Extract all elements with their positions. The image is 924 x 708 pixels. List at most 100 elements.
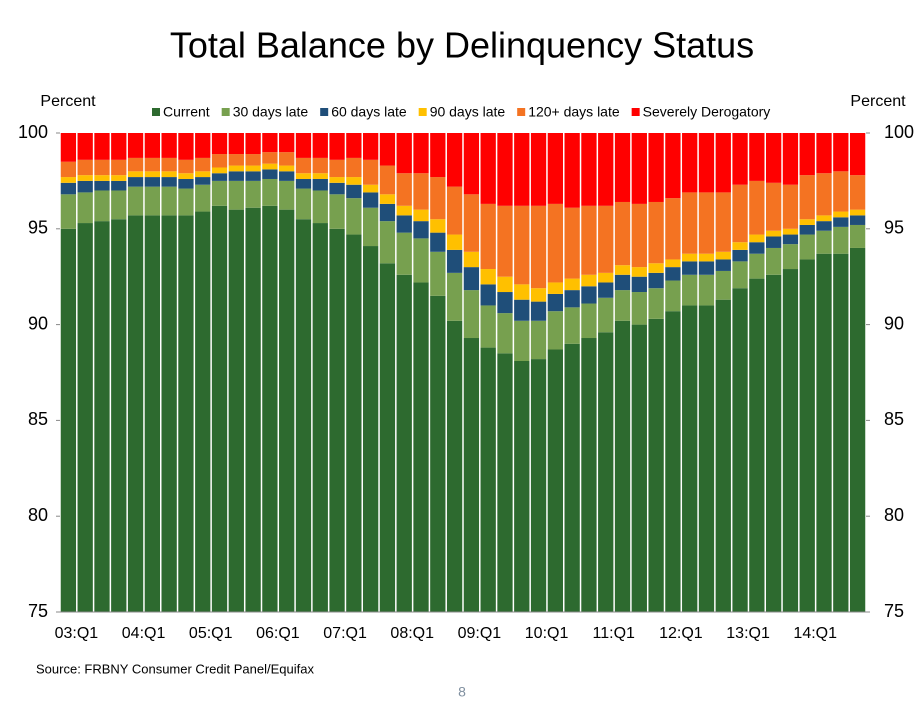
legend-label: 90 days late bbox=[430, 104, 506, 120]
bar-segment bbox=[581, 303, 597, 339]
bar-segment bbox=[413, 209, 429, 222]
bar-segment bbox=[363, 192, 379, 208]
bar-segment bbox=[262, 178, 278, 206]
bar-segment bbox=[379, 133, 396, 166]
y-tick-label: 100 bbox=[18, 122, 48, 142]
x-tick-label: 10:Q1 bbox=[525, 625, 569, 642]
bar-segment bbox=[195, 184, 211, 212]
bar-segment bbox=[127, 133, 144, 158]
bar-segment bbox=[127, 177, 144, 187]
bar-segment bbox=[799, 175, 815, 220]
bar-segment bbox=[799, 224, 815, 235]
bar-segment bbox=[396, 215, 412, 233]
y2-tick-label: 90 bbox=[884, 313, 904, 333]
bar-segment bbox=[77, 175, 93, 181]
bar-segment bbox=[698, 261, 715, 275]
bar-segment bbox=[379, 194, 396, 204]
bar-segment bbox=[463, 290, 480, 339]
bar-segment bbox=[648, 318, 664, 612]
y2-tick-label: 75 bbox=[884, 601, 904, 621]
bar-segment bbox=[77, 192, 93, 224]
bar-segment bbox=[799, 234, 815, 260]
bar-segment bbox=[833, 226, 849, 254]
bar-segment bbox=[614, 290, 631, 321]
bar-segment bbox=[77, 223, 93, 612]
bar-segment bbox=[94, 175, 110, 181]
bar-segment bbox=[312, 133, 328, 158]
bar-segment bbox=[682, 133, 698, 193]
bar-segment bbox=[60, 161, 77, 178]
bar-segment bbox=[463, 194, 480, 252]
bar-segment bbox=[211, 154, 228, 168]
bar-segment bbox=[581, 338, 597, 612]
bar-segment bbox=[463, 251, 480, 268]
bar-segment bbox=[262, 133, 278, 153]
bar-segment bbox=[312, 223, 328, 612]
bar-segment bbox=[446, 133, 463, 187]
bar-segment bbox=[228, 180, 244, 210]
bar-segment bbox=[749, 242, 765, 254]
bar-segment bbox=[430, 251, 446, 296]
bar-segment bbox=[530, 359, 547, 612]
bar-segment bbox=[480, 133, 496, 204]
bar-segment bbox=[161, 186, 177, 216]
bar-segment bbox=[581, 274, 597, 287]
bar-segment bbox=[295, 133, 312, 158]
bar-segment bbox=[329, 177, 345, 183]
bar-segment bbox=[833, 171, 849, 212]
bar-segment bbox=[480, 284, 496, 306]
bar-segment bbox=[782, 234, 799, 245]
bar-segment bbox=[279, 133, 295, 153]
bar-segment bbox=[816, 221, 832, 231]
bar-segment bbox=[446, 272, 463, 321]
bar-segment bbox=[228, 133, 244, 155]
bar-segment bbox=[144, 133, 160, 158]
bar-segment bbox=[514, 320, 530, 362]
bar-segment bbox=[715, 251, 731, 260]
bar-segment bbox=[715, 299, 731, 612]
bar-segment bbox=[245, 133, 261, 155]
bar-segment bbox=[312, 173, 328, 179]
bar-segment bbox=[94, 180, 110, 191]
bar-segment bbox=[514, 361, 530, 612]
bar-segment bbox=[111, 219, 127, 612]
bar-segment bbox=[497, 313, 513, 354]
legend-label: 60 days late bbox=[331, 104, 407, 120]
bar-segment bbox=[833, 217, 849, 227]
bar-segment bbox=[262, 163, 278, 170]
bar-segment bbox=[816, 133, 832, 174]
bar-segment bbox=[480, 269, 496, 285]
bar-segment bbox=[631, 276, 647, 293]
bar-segment bbox=[833, 211, 849, 218]
bar-segment bbox=[178, 133, 194, 160]
bar-segment bbox=[631, 133, 647, 204]
y2-axis-label: Percent bbox=[850, 93, 906, 110]
bar-segment bbox=[312, 190, 328, 224]
bar-segment bbox=[396, 205, 412, 216]
bar-segment bbox=[715, 259, 731, 271]
bar-segment bbox=[60, 182, 77, 195]
bar-segment bbox=[413, 221, 429, 239]
x-tick-label: 06:Q1 bbox=[256, 625, 300, 642]
bar-segment bbox=[581, 133, 597, 206]
bar-segment bbox=[766, 230, 782, 237]
bar-segment bbox=[665, 280, 681, 312]
bar-segment bbox=[178, 159, 194, 174]
bar-segment bbox=[94, 190, 110, 222]
bar-segment bbox=[581, 286, 597, 304]
bar-segment bbox=[430, 177, 446, 220]
bar-segment bbox=[178, 215, 194, 612]
bar-segment bbox=[111, 190, 127, 220]
bar-segment bbox=[161, 171, 177, 178]
bar-segment bbox=[312, 157, 328, 174]
bar-segment bbox=[211, 173, 228, 181]
bar-segment bbox=[614, 274, 631, 291]
bar-segment bbox=[816, 230, 832, 254]
bar-segment bbox=[598, 297, 614, 333]
bar-segment bbox=[144, 157, 160, 172]
bar-segment bbox=[396, 133, 412, 174]
bar-segment bbox=[312, 178, 328, 191]
legend-label: 30 days late bbox=[233, 104, 309, 120]
bar-segment bbox=[749, 180, 765, 235]
bar-segment bbox=[396, 173, 412, 206]
